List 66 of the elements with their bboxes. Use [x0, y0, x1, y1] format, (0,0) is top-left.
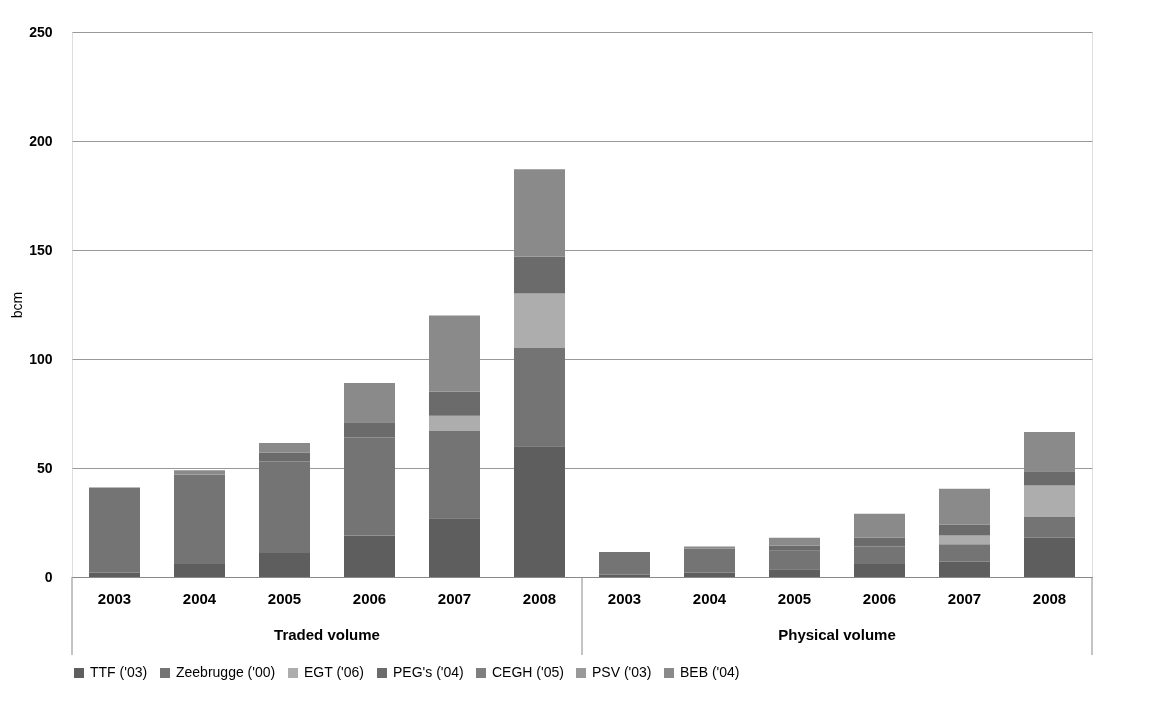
bar — [514, 256, 565, 294]
y-tick-label: 50 — [36, 459, 53, 476]
x-tick-label: 2006 — [862, 589, 897, 607]
bar — [939, 561, 990, 577]
x-tick-label: 2003 — [97, 589, 132, 607]
y-tick-label: 150 — [29, 241, 53, 258]
bar — [684, 546, 735, 549]
legend-label: EGT ('06) — [304, 664, 364, 680]
bar — [429, 391, 480, 416]
bar — [514, 293, 565, 349]
bar — [939, 488, 990, 525]
x-tick-label: 2008 — [522, 589, 557, 607]
bar — [174, 474, 225, 564]
bar — [259, 442, 310, 453]
x-tick-label: 2006 — [352, 589, 387, 607]
bar — [854, 513, 905, 538]
x-tick-label: 2005 — [267, 589, 302, 607]
x-tick-label: 2005 — [777, 589, 812, 607]
x-tick-label: 2004 — [692, 589, 727, 607]
bar — [939, 524, 990, 536]
legend-label: BEB ('04) — [680, 664, 740, 680]
legend-label: CEGH ('05) — [492, 664, 564, 680]
y-tick-label: 0 — [44, 568, 53, 585]
x-tick-label: 2003 — [607, 589, 642, 607]
bar — [429, 430, 480, 519]
bar — [174, 470, 225, 475]
y-tick-label: 200 — [29, 132, 53, 149]
bar — [769, 537, 820, 546]
y-axis-title: bcm — [9, 291, 26, 319]
bar — [599, 574, 650, 577]
text: Traded volume — [274, 626, 380, 643]
bar — [1024, 517, 1075, 538]
y-tick-label: 100 — [29, 350, 53, 367]
bar — [1024, 471, 1075, 486]
legend-label: TTF ('03) — [90, 664, 148, 680]
bar — [344, 382, 395, 423]
bar — [684, 548, 735, 573]
bar — [89, 487, 140, 573]
bar — [259, 553, 310, 577]
bar — [939, 535, 990, 545]
bar — [514, 446, 565, 577]
bar — [514, 348, 565, 447]
x-tick-label: 2007 — [947, 589, 982, 607]
text: Physical volume — [778, 626, 896, 643]
bar — [429, 518, 480, 577]
x-tick-label: 2004 — [182, 589, 217, 607]
y-tick-label: 250 — [29, 23, 53, 40]
bar — [769, 569, 820, 577]
bar — [429, 415, 480, 431]
bar — [684, 572, 735, 577]
bar — [344, 535, 395, 577]
bar — [1024, 432, 1075, 472]
legend-label: Zeebrugge ('00) — [176, 664, 276, 680]
bar — [429, 315, 480, 392]
x-tick-label: 2008 — [1032, 589, 1067, 607]
x-tick-label: 2007 — [437, 589, 472, 607]
legend-label: PEG's ('04) — [393, 664, 464, 680]
bar — [1024, 485, 1075, 518]
bar — [854, 563, 905, 577]
bar — [514, 169, 565, 257]
bar — [174, 563, 225, 577]
legend-label: PSV ('03) — [592, 664, 652, 680]
bar — [939, 544, 990, 562]
bar — [89, 572, 140, 577]
bar — [599, 551, 650, 575]
bar — [1024, 537, 1075, 577]
